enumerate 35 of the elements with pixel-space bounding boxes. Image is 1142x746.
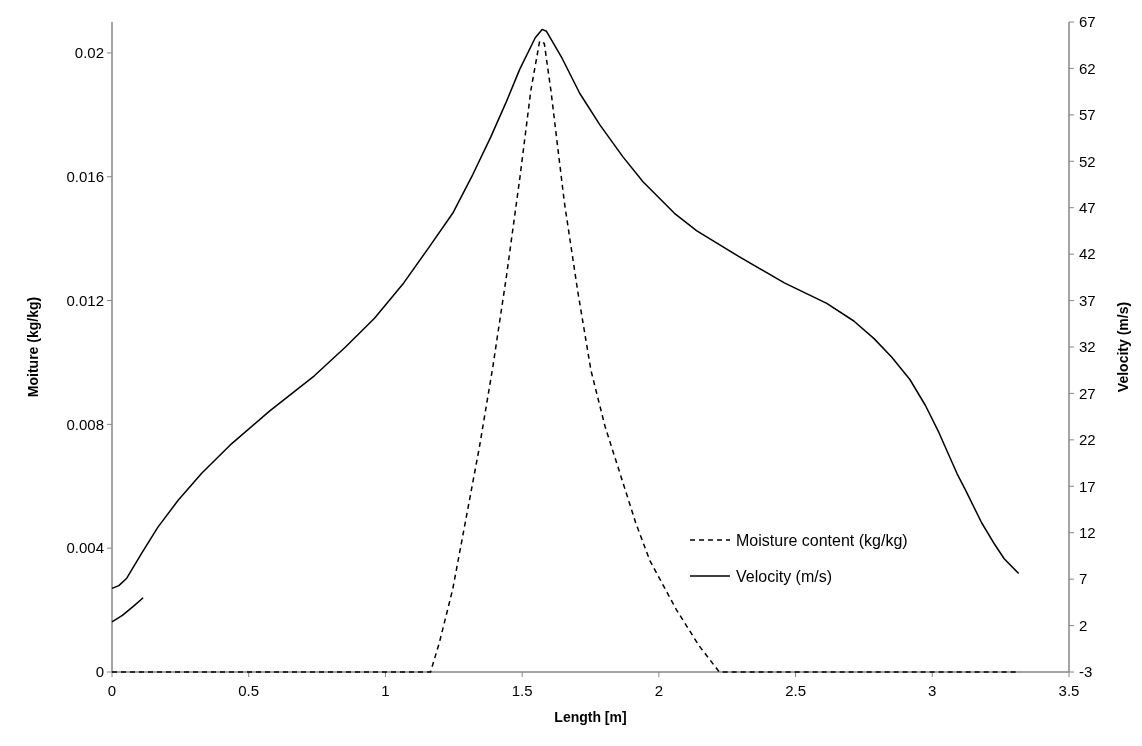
y2-axis-title: Velocity (m/s) [1115,301,1131,393]
x-tick-label: 1 [381,682,390,699]
y2-tick-label: 2 [1079,616,1088,634]
y2-tick-label: 37 [1079,291,1096,309]
y2-tick-label: 7 [1079,570,1088,588]
y-tick-label: 0.008 [66,415,104,433]
x-tick-label: 0 [107,682,117,699]
y2-tick-label: 62 [1079,59,1096,77]
x-tick-label: 2.5 [785,682,806,699]
y2-tick-label: 22 [1079,431,1096,449]
y2-tick-label: 42 [1079,245,1096,263]
y2-tick-label: 17 [1079,477,1096,495]
y2-tick-label: 57 [1079,106,1096,124]
y-axis-title: Moiture (kg/kg) [25,296,41,398]
y2-tick-label: 32 [1079,338,1096,356]
x-tick-label: 3 [928,682,937,699]
x-tick-label: 0.5 [238,682,260,699]
y-tick-label: 0.02 [74,44,104,62]
x-tick-label: 1.5 [511,682,533,699]
y-tick-label: 0.016 [66,168,104,186]
y2-tick-label: 12 [1079,523,1096,541]
y2-tick-label: 47 [1079,198,1096,216]
y-tick-label: 0.012 [66,291,104,309]
y-tick-label: 0 [95,663,104,681]
line-series [111,596,144,623]
legend-label: Moisture content (kg/kg) [736,531,908,549]
y-tick-label: 0.004 [66,539,104,557]
x-tick-label: 3.5 [1058,682,1080,699]
y2-tick-label: -3 [1079,663,1093,681]
x-axis-title: Length [m] [554,709,627,725]
y2-tick-label: 67 [1079,13,1096,31]
y2-tick-label: 27 [1079,384,1096,402]
y2-tick-label: 52 [1079,152,1096,170]
legend-label: Velocity (m/s) [736,567,833,585]
x-tick-label: 2 [654,682,664,699]
